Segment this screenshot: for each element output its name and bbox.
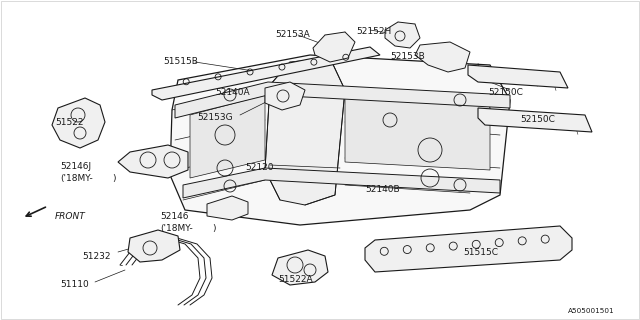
Polygon shape: [190, 95, 265, 178]
Text: 52146: 52146: [160, 212, 189, 221]
Polygon shape: [52, 98, 105, 148]
Text: 52150C: 52150C: [488, 88, 523, 97]
Text: 51515C: 51515C: [463, 248, 498, 257]
Polygon shape: [385, 22, 420, 48]
Text: 52140A: 52140A: [215, 88, 250, 97]
Text: 52153B: 52153B: [390, 52, 425, 61]
Polygon shape: [365, 226, 572, 272]
Polygon shape: [118, 145, 188, 178]
Text: 52140B: 52140B: [365, 185, 399, 194]
Polygon shape: [265, 82, 305, 110]
Polygon shape: [207, 196, 248, 220]
Text: 51522A: 51522A: [278, 275, 312, 284]
Polygon shape: [415, 42, 470, 72]
Text: A505001501: A505001501: [568, 308, 615, 314]
Polygon shape: [265, 58, 345, 205]
Text: 51232: 51232: [82, 252, 111, 261]
Text: 52146J: 52146J: [60, 162, 91, 171]
Polygon shape: [128, 230, 180, 262]
Polygon shape: [313, 32, 355, 62]
Text: ('18MY-: ('18MY-: [160, 224, 193, 233]
Text: ): ): [112, 174, 115, 183]
Polygon shape: [478, 108, 592, 132]
Text: 52150C: 52150C: [520, 115, 555, 124]
Polygon shape: [152, 47, 380, 100]
Polygon shape: [170, 55, 510, 225]
Text: 52153G: 52153G: [197, 113, 232, 122]
Polygon shape: [468, 65, 568, 88]
Text: 52152H: 52152H: [356, 27, 391, 36]
Text: ): ): [212, 224, 216, 233]
Polygon shape: [175, 82, 510, 118]
Text: 51515B: 51515B: [163, 57, 198, 66]
Text: 52120: 52120: [245, 163, 273, 172]
Text: ('18MY-: ('18MY-: [60, 174, 93, 183]
Polygon shape: [272, 250, 328, 285]
Text: FRONT: FRONT: [55, 212, 86, 221]
Text: 51110: 51110: [60, 280, 89, 289]
Polygon shape: [345, 95, 490, 170]
Polygon shape: [183, 168, 500, 198]
Text: 51522: 51522: [55, 118, 83, 127]
Text: 52153A: 52153A: [275, 30, 310, 39]
